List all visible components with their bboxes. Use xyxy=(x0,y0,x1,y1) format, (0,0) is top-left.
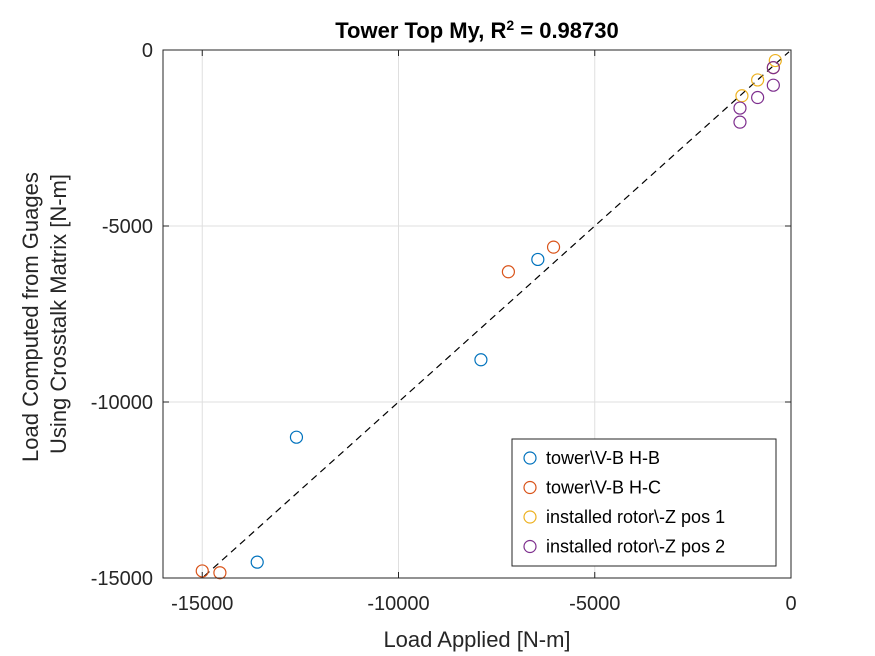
series-2 xyxy=(195,240,561,580)
chart-title-superscript: 2 xyxy=(506,17,514,33)
series-1 xyxy=(250,252,545,569)
y-tick-label: -15000 xyxy=(91,568,153,590)
data-point xyxy=(735,89,749,103)
legend-marker xyxy=(523,510,537,524)
chart-title: Tower Top My, R2 = 0.98730 xyxy=(335,17,619,43)
x-tick-label: -15000 xyxy=(171,593,233,615)
reference-line-y-equals-x xyxy=(203,51,790,577)
y-axis-label: Load Computed from Guages Using Crosstal… xyxy=(18,166,71,462)
data-point xyxy=(474,353,488,367)
data-point xyxy=(751,90,765,105)
data-point xyxy=(733,101,747,115)
y-tick-label: -10000 xyxy=(91,392,153,414)
chart-title-suffix: = 0.98730 xyxy=(514,18,619,43)
legend-marker xyxy=(523,480,537,495)
x-axis-label: Load Applied [N-m] xyxy=(383,627,570,652)
data-point xyxy=(768,53,782,68)
y-axis-label-line-2: Using Crosstalk Matrix [N-m] xyxy=(46,174,71,454)
data-point xyxy=(766,60,780,75)
data-point xyxy=(766,78,780,92)
plot-border xyxy=(162,49,792,579)
data-point xyxy=(213,566,227,580)
x-tick-label: -5000 xyxy=(569,593,620,615)
legend-entry-label: installed rotor\-Z pos 1 xyxy=(546,507,725,527)
data-point xyxy=(289,430,304,444)
data-point xyxy=(250,555,264,569)
x-tick-label: 0 xyxy=(785,593,796,615)
legend-box xyxy=(511,438,777,567)
legend-entry-label: tower\V-B H-B xyxy=(546,448,660,468)
y-tick-label: -5000 xyxy=(102,216,153,238)
data-point xyxy=(733,115,747,129)
data-point xyxy=(531,252,545,267)
legend-entry-label: tower\V-B H-C xyxy=(546,478,661,498)
series-4 xyxy=(733,60,780,129)
y-tick-label: 0 xyxy=(142,40,153,62)
y-axis-label-line-1: Load Computed from Guages xyxy=(18,172,43,462)
legend: tower\V-B H-B tower\V-B H-C installed roto… xyxy=(511,438,777,567)
data-points xyxy=(195,53,782,580)
x-tick-label: -10000 xyxy=(367,593,429,615)
legend-marker xyxy=(523,451,537,465)
data-point xyxy=(546,240,561,254)
reference-line xyxy=(203,51,790,577)
data-point xyxy=(501,265,515,279)
data-point xyxy=(751,73,765,87)
legend-marker xyxy=(523,539,537,554)
axis-ticks: -15000 -10000 -5000 0 -15000 -10000 -5000 0 xyxy=(91,40,797,615)
legend-entry-label: installed rotor\-Z pos 2 xyxy=(546,537,725,557)
chart-title-main: Tower Top My, R xyxy=(335,18,506,43)
